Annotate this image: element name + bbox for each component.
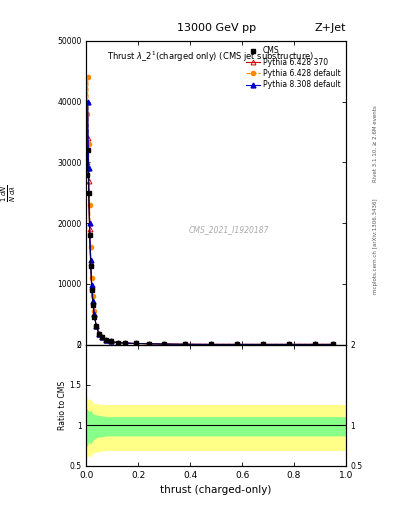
Text: CMS_2021_I1920187: CMS_2021_I1920187 [189, 225, 269, 233]
X-axis label: thrust (charged-only): thrust (charged-only) [160, 485, 272, 495]
Text: mcplots.cern.ch [arXiv:1306.3436]: mcplots.cern.ch [arXiv:1306.3436] [373, 198, 378, 293]
Text: 13000 GeV pp: 13000 GeV pp [176, 23, 256, 33]
Text: Thrust $\lambda$_2$^1$(charged only) (CMS jet substructure): Thrust $\lambda$_2$^1$(charged only) (CM… [107, 50, 315, 65]
Text: Z+Jet: Z+Jet [314, 23, 346, 33]
Text: Rivet 3.1.10, ≥ 2.6M events: Rivet 3.1.10, ≥ 2.6M events [373, 105, 378, 182]
Y-axis label: Ratio to CMS: Ratio to CMS [58, 380, 67, 430]
Y-axis label: $\frac{1}{N}\frac{dN}{d\lambda}$: $\frac{1}{N}\frac{dN}{d\lambda}$ [0, 184, 18, 202]
Legend: CMS, Pythia 6.428 370, Pythia 6.428 default, Pythia 8.308 default: CMS, Pythia 6.428 370, Pythia 6.428 defa… [244, 45, 342, 91]
